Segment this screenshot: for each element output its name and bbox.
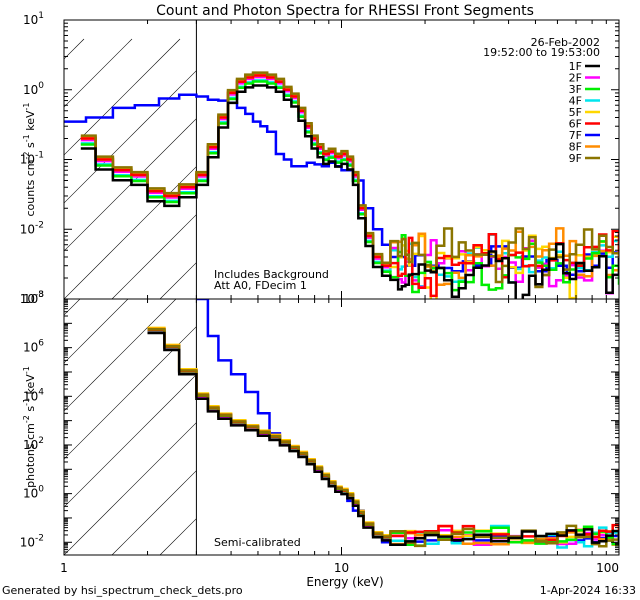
hatch-line xyxy=(448,295,640,555)
y-tick-label: 10-2 xyxy=(20,220,44,236)
date-label: 26-Feb-2002 xyxy=(531,36,600,49)
hatch-line xyxy=(64,374,197,508)
hatch-line xyxy=(64,422,197,555)
hatch-line xyxy=(64,38,85,60)
y-tick-exponent: 0 xyxy=(38,81,44,91)
hatch-line xyxy=(64,326,197,460)
legend-label-1F: 1F xyxy=(569,60,582,73)
y-tick-label: 10-2 xyxy=(20,533,44,549)
legend-label-5F: 5F xyxy=(569,106,582,119)
y-tick-exponent: -3 xyxy=(35,290,44,300)
legend-label-6F: 6F xyxy=(569,118,582,131)
y-label-text: photons cm xyxy=(24,423,37,488)
chart-title: Count and Photon Spectra for RHESSI Fron… xyxy=(156,3,534,19)
series-line-9F xyxy=(80,71,619,289)
y-label-text: s xyxy=(24,406,37,415)
legend-label-8F: 8F xyxy=(569,141,582,154)
hatch-line xyxy=(496,295,640,555)
y-tick-exponent: -2 xyxy=(35,220,44,230)
series-line-1F xyxy=(147,331,619,546)
x-tick-label: 1 xyxy=(60,561,68,575)
series-line-4F xyxy=(147,329,619,549)
annotation-text: Att A0, FDecim 1 xyxy=(214,279,307,292)
hatch-line xyxy=(304,295,564,555)
hatch-line xyxy=(64,38,133,108)
hatch-line xyxy=(64,118,197,252)
y-label-text: keV xyxy=(24,374,37,398)
y-label-exponent: -2 xyxy=(22,151,31,159)
series-line-3F xyxy=(147,328,619,547)
y-tick-label: 101 xyxy=(23,11,44,27)
hatch-line xyxy=(352,295,612,555)
hatch-line xyxy=(64,299,177,412)
hatch-line xyxy=(400,295,640,555)
y-label-exponent: -1 xyxy=(22,103,31,111)
hatch-line xyxy=(592,295,640,555)
hatch-line xyxy=(64,299,81,316)
series-lines xyxy=(147,299,619,549)
y-label-text: s xyxy=(24,142,37,151)
x-tick-label: 10 xyxy=(334,561,349,575)
footer-generated: Generated by hsi_spectrum_check_dets.pro xyxy=(2,584,243,597)
time-range-label: 19:52:00 to 19:53:00 xyxy=(483,46,600,59)
annotation-text: Includes Background xyxy=(214,268,329,281)
y-label-text: keV xyxy=(24,110,37,134)
y-tick-label: 106 xyxy=(23,339,44,355)
y-tick-label: 100 xyxy=(23,81,44,97)
y-label-text: counts cm xyxy=(24,159,37,216)
threshold-hatch xyxy=(64,295,640,555)
hatch-line xyxy=(64,299,129,364)
y-tick-exponent: 8 xyxy=(38,290,44,300)
y-label-exponent: -2 xyxy=(22,415,31,423)
legend-label-2F: 2F xyxy=(569,72,582,85)
series-line-2F xyxy=(147,329,619,547)
hatch-line xyxy=(111,470,197,555)
y-tick-exponent: 2 xyxy=(38,436,44,446)
hatch-line xyxy=(64,38,181,156)
y-tick-exponent: 0 xyxy=(38,485,44,495)
series-line-3F xyxy=(80,80,619,294)
hatch-line xyxy=(544,295,640,555)
hatch-line xyxy=(111,214,197,299)
series-lines xyxy=(64,71,619,299)
hatch-line xyxy=(448,39,640,299)
series-line-9F xyxy=(147,327,619,548)
legend-label-7F: 7F xyxy=(569,129,582,142)
hatch-line xyxy=(64,166,197,299)
legend-label-9F: 9F xyxy=(569,152,582,165)
y-tick-exponent: 6 xyxy=(38,339,44,349)
footer-date: 1-Apr-2024 16:33 xyxy=(540,584,636,597)
series-line-7F xyxy=(196,299,619,546)
x-axis-label: Energy (keV) xyxy=(306,575,383,589)
y-axis-label: photons cm-2 s-1 keV-1 xyxy=(22,366,37,488)
y-tick-exponent: -1 xyxy=(35,151,44,161)
y-axis-label: counts cm-2 s-1 keV-1 xyxy=(22,103,37,217)
hatch-line xyxy=(256,39,516,299)
series-line-8F xyxy=(80,72,619,286)
x-tick-label: 100 xyxy=(596,561,619,575)
legend-label-4F: 4F xyxy=(569,95,582,108)
y-tick-label: 108 xyxy=(23,290,44,306)
series-line-1F xyxy=(80,84,619,299)
panel-frame xyxy=(63,298,620,556)
y-tick-exponent: 4 xyxy=(38,387,44,397)
y-tick-exponent: 1 xyxy=(38,11,44,21)
y-label-exponent: -1 xyxy=(22,398,31,406)
y-tick-exponent: -2 xyxy=(35,533,44,543)
legend-label-3F: 3F xyxy=(569,83,582,96)
hatch-line xyxy=(256,295,516,555)
hatch-line xyxy=(159,518,197,555)
y-label-exponent: -1 xyxy=(22,366,31,374)
annotation-text: Semi-calibrated xyxy=(214,536,301,549)
y-label-exponent: -1 xyxy=(22,134,31,142)
